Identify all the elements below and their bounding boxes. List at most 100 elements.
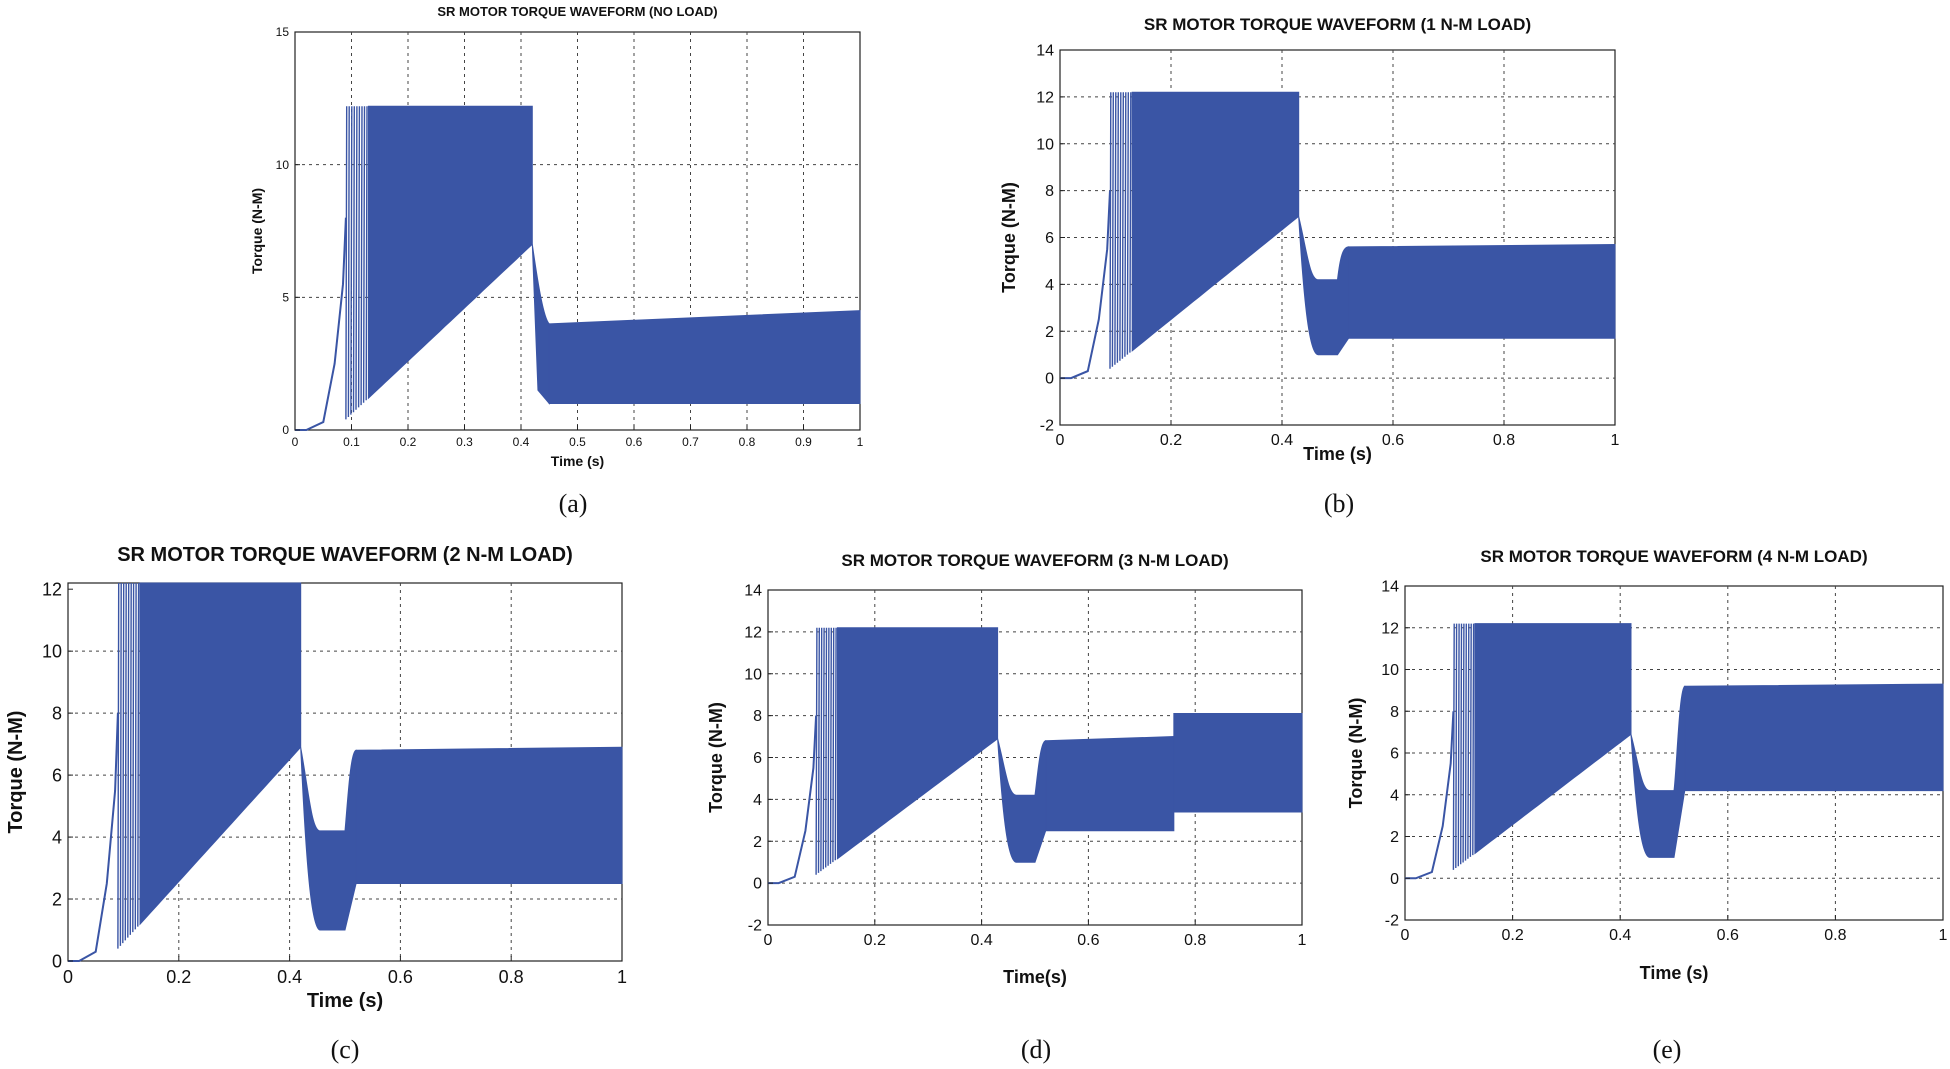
x-tick-label: 0.4 — [277, 967, 302, 987]
y-axis-label: Torque (N-M) — [5, 711, 27, 834]
y-tick-label: 2 — [1045, 324, 1054, 341]
y-tick-label: 0 — [52, 951, 62, 971]
y-tick-label: 0 — [753, 876, 762, 893]
startup-oscillation-band — [836, 627, 999, 860]
y-tick-label: 14 — [1036, 43, 1054, 60]
caption-e: (e) — [1653, 1035, 1682, 1064]
x-tick-label: 0.6 — [1077, 932, 1099, 949]
caption-b: (b) — [1324, 489, 1354, 518]
y-tick-label: 4 — [1390, 787, 1399, 804]
x-tick-label: 0 — [63, 967, 73, 987]
steady-state-band — [1173, 713, 1303, 813]
y-tick-label: 10 — [42, 641, 62, 661]
y-axis-label: Torque (N-M) — [1346, 698, 1366, 809]
y-axis-label: Torque (N-M) — [999, 182, 1019, 293]
chart-title: SR MOTOR TORQUE WAVEFORM (1 N-M LOAD) — [1144, 15, 1531, 34]
chart-title: SR MOTOR TORQUE WAVEFORM (NO LOAD) — [437, 4, 717, 19]
startup-rise-line — [1060, 190, 1111, 380]
y-tick-label: 6 — [1045, 230, 1054, 247]
startup-rise-line — [768, 715, 818, 885]
x-tick-label: 0.2 — [1160, 432, 1182, 449]
torque-waveform — [1060, 91, 1616, 380]
torque-waveform — [768, 627, 1303, 885]
torque-waveform — [295, 105, 861, 431]
x-axis-label: Time (s) — [1303, 444, 1372, 464]
x-axis-label: Time(s) — [1003, 967, 1067, 987]
startup-oscillation-band — [1474, 623, 1632, 855]
y-tick-label: 2 — [1390, 829, 1399, 846]
x-tick-label: 0 — [292, 435, 299, 449]
y-tick-label: 0 — [282, 423, 289, 437]
x-tick-label: 0.8 — [1493, 432, 1515, 449]
startup-spikes — [345, 106, 368, 420]
steady-state-band — [1348, 244, 1616, 339]
y-axis-label: Torque (N-M) — [249, 188, 265, 274]
x-tick-label: 0.9 — [795, 435, 812, 449]
x-tick-label: 0.8 — [739, 435, 756, 449]
y-tick-label: 15 — [276, 25, 290, 39]
y-tick-label: 10 — [276, 158, 290, 172]
y-tick-label: 5 — [282, 291, 289, 305]
startup-oscillation-band — [139, 582, 302, 926]
x-tick-label: 1 — [617, 967, 627, 987]
x-tick-label: 0.6 — [1717, 927, 1739, 944]
y-tick-label: 12 — [744, 624, 762, 641]
x-tick-label: 0.2 — [864, 932, 886, 949]
y-tick-label: 4 — [1045, 277, 1054, 294]
startup-spikes — [1109, 92, 1132, 369]
y-tick-label: 10 — [1381, 662, 1399, 679]
steady-state-band — [1684, 683, 1944, 792]
chart-title: SR MOTOR TORQUE WAVEFORM (2 N-M LOAD) — [117, 544, 573, 566]
x-tick-label: 1 — [1939, 927, 1948, 944]
y-tick-label: 8 — [1045, 183, 1054, 200]
caption-d: (d) — [1021, 1035, 1051, 1064]
y-axis-label: Torque (N-M) — [706, 702, 726, 813]
y-tick-label: 4 — [52, 827, 62, 847]
y-tick-label: -2 — [1385, 913, 1399, 930]
x-tick-label: 1 — [857, 435, 864, 449]
x-tick-label: 0.4 — [513, 435, 530, 449]
x-tick-label: 1 — [1298, 932, 1307, 949]
y-tick-label: 6 — [1390, 746, 1399, 763]
load-dip-band — [1630, 685, 1686, 858]
y-tick-label: 2 — [52, 889, 62, 909]
x-tick-label: 0.2 — [166, 967, 191, 987]
startup-spikes — [1452, 623, 1475, 870]
x-tick-label: 0.2 — [400, 435, 417, 449]
x-tick-label: 0.8 — [1184, 932, 1206, 949]
startup-rise-line — [1405, 711, 1455, 880]
y-tick-label: -2 — [748, 918, 762, 935]
chart-title: SR MOTOR TORQUE WAVEFORM (4 N-M LOAD) — [1480, 547, 1867, 566]
x-tick-label: 0 — [1056, 432, 1065, 449]
steady-state-band — [355, 746, 623, 885]
y-tick-label: 0 — [1045, 371, 1054, 388]
y-tick-label: 6 — [52, 765, 62, 785]
x-tick-label: 0.6 — [626, 435, 643, 449]
startup-rise-line — [295, 217, 347, 431]
x-tick-label: 0.4 — [970, 932, 992, 949]
x-tick-label: 0.4 — [1271, 432, 1293, 449]
y-tick-label: 10 — [744, 666, 762, 683]
y-tick-label: -2 — [1040, 418, 1054, 435]
x-tick-label: 0 — [764, 932, 773, 949]
y-tick-label: 14 — [744, 583, 762, 600]
x-axis-label: Time (s) — [307, 990, 383, 1012]
x-tick-label: 0.4 — [1609, 927, 1631, 944]
x-tick-label: 0.3 — [456, 435, 473, 449]
x-axis-label: Time (s) — [551, 453, 604, 469]
chart-title: SR MOTOR TORQUE WAVEFORM (3 N-M LOAD) — [841, 551, 1228, 570]
x-tick-label: 0.2 — [1501, 927, 1523, 944]
x-tick-label: 0.7 — [682, 435, 699, 449]
startup-rise-line — [68, 713, 119, 962]
x-tick-label: 0.6 — [1382, 432, 1404, 449]
y-tick-label: 12 — [42, 579, 62, 599]
y-tick-label: 8 — [753, 708, 762, 725]
x-tick-label: 0.8 — [499, 967, 524, 987]
x-tick-label: 0.8 — [1824, 927, 1846, 944]
x-tick-label: 0.5 — [569, 435, 586, 449]
